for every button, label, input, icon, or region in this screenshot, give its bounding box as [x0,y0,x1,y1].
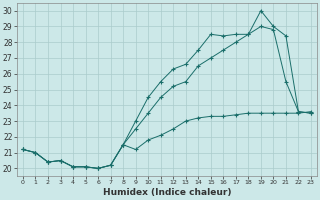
X-axis label: Humidex (Indice chaleur): Humidex (Indice chaleur) [103,188,231,197]
